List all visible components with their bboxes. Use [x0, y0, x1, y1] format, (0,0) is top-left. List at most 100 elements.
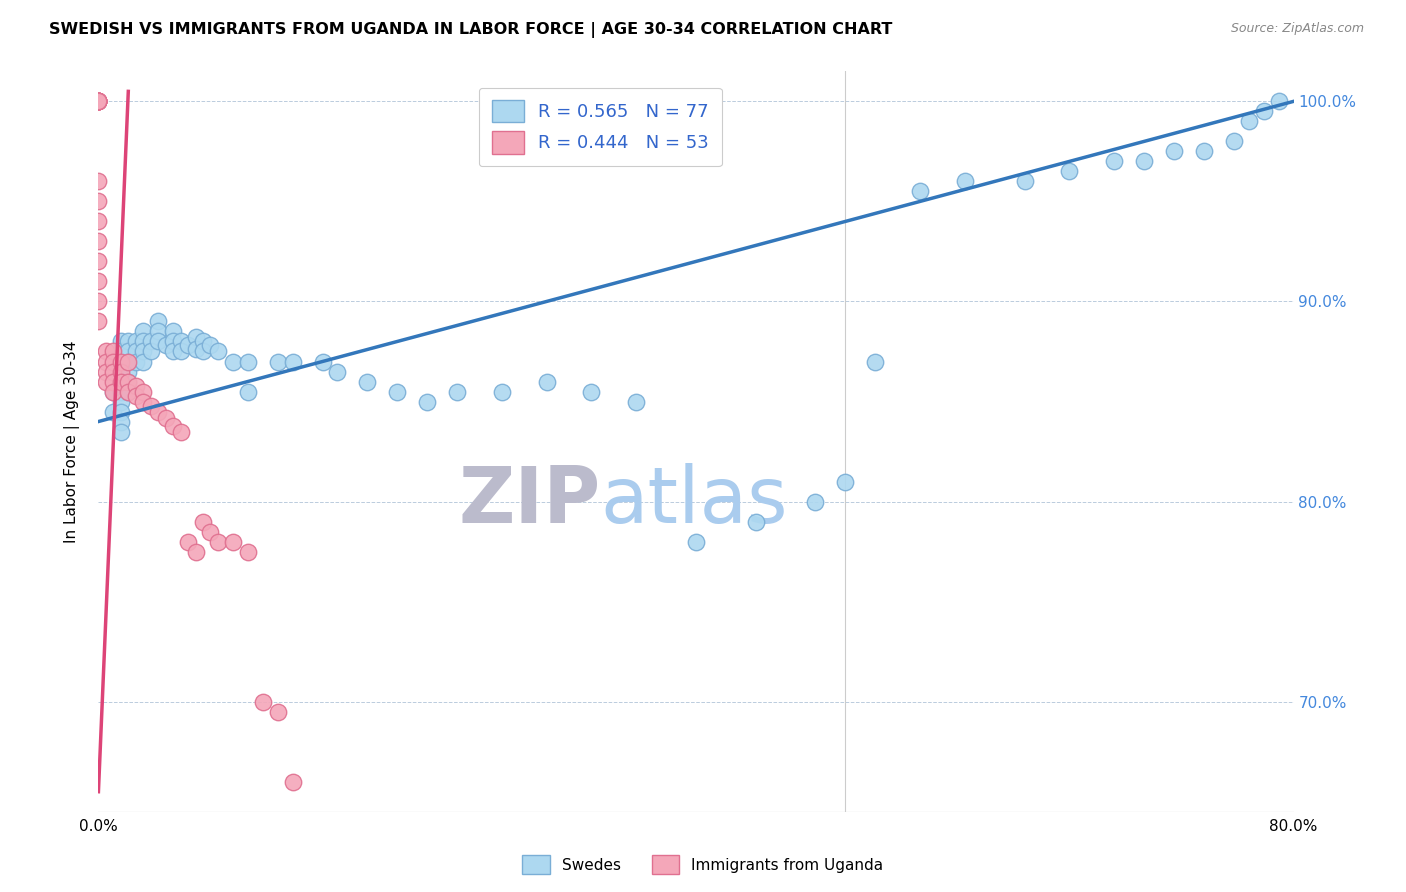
- Point: [110, 375, 132, 389]
- Point: [267, 705, 290, 719]
- Point: [125, 378, 148, 392]
- Point: [117, 334, 139, 349]
- Point: [87, 174, 110, 188]
- Point: [87, 95, 110, 109]
- Point: [1014, 174, 1036, 188]
- Point: [132, 334, 155, 349]
- Point: [200, 524, 222, 539]
- Point: [626, 394, 648, 409]
- Point: [184, 544, 207, 558]
- Point: [94, 375, 117, 389]
- Point: [139, 399, 162, 413]
- Point: [87, 194, 110, 209]
- Point: [184, 343, 207, 357]
- Legend: Swedes, Immigrants from Uganda: Swedes, Immigrants from Uganda: [516, 849, 890, 880]
- Y-axis label: In Labor Force | Age 30-34: In Labor Force | Age 30-34: [63, 340, 80, 543]
- Point: [745, 515, 768, 529]
- Point: [162, 334, 184, 349]
- Point: [1192, 145, 1215, 159]
- Point: [1163, 145, 1185, 159]
- Point: [110, 354, 132, 368]
- Point: [281, 774, 304, 789]
- Point: [117, 384, 139, 399]
- Point: [1237, 114, 1260, 128]
- Point: [148, 314, 170, 328]
- Point: [117, 375, 139, 389]
- Point: [87, 214, 110, 228]
- Point: [87, 95, 110, 109]
- Point: [148, 334, 170, 349]
- Point: [125, 354, 148, 368]
- Point: [148, 404, 170, 418]
- Point: [87, 95, 110, 109]
- Point: [87, 95, 110, 109]
- Point: [169, 344, 191, 359]
- Point: [281, 354, 304, 368]
- Point: [162, 325, 184, 339]
- Point: [139, 344, 162, 359]
- Point: [87, 95, 110, 109]
- Point: [222, 354, 245, 368]
- Point: [162, 418, 184, 433]
- Text: atlas: atlas: [600, 463, 787, 539]
- Point: [1133, 154, 1156, 169]
- Point: [103, 384, 125, 399]
- Point: [326, 364, 349, 378]
- Point: [117, 375, 139, 389]
- Point: [110, 354, 132, 368]
- Point: [87, 314, 110, 328]
- Point: [446, 384, 468, 399]
- Point: [87, 294, 110, 309]
- Point: [110, 394, 132, 409]
- Point: [132, 344, 155, 359]
- Point: [110, 334, 132, 349]
- Point: [953, 174, 976, 188]
- Point: [536, 375, 558, 389]
- Point: [87, 95, 110, 109]
- Point: [834, 475, 856, 489]
- Point: [110, 364, 132, 378]
- Point: [191, 344, 214, 359]
- Point: [685, 534, 707, 549]
- Point: [385, 384, 409, 399]
- Point: [110, 354, 132, 368]
- Text: SWEDISH VS IMMIGRANTS FROM UGANDA IN LABOR FORCE | AGE 30-34 CORRELATION CHART: SWEDISH VS IMMIGRANTS FROM UGANDA IN LAB…: [49, 22, 893, 38]
- Point: [87, 95, 110, 109]
- Point: [191, 515, 214, 529]
- Point: [103, 375, 125, 389]
- Point: [87, 235, 110, 249]
- Point: [236, 354, 259, 368]
- Point: [103, 344, 125, 359]
- Point: [132, 394, 155, 409]
- Point: [169, 334, 191, 349]
- Point: [110, 425, 132, 439]
- Point: [311, 354, 333, 368]
- Point: [162, 344, 184, 359]
- Point: [117, 344, 139, 359]
- Point: [125, 334, 148, 349]
- Point: [117, 354, 139, 368]
- Point: [103, 384, 125, 399]
- Point: [148, 325, 170, 339]
- Point: [103, 404, 125, 418]
- Point: [94, 344, 117, 359]
- Point: [155, 410, 177, 425]
- Point: [110, 404, 132, 418]
- Point: [356, 375, 378, 389]
- Point: [865, 354, 887, 368]
- Point: [110, 384, 132, 399]
- Point: [103, 354, 125, 368]
- Point: [87, 254, 110, 268]
- Point: [267, 354, 290, 368]
- Point: [169, 425, 191, 439]
- Point: [132, 354, 155, 368]
- Point: [804, 494, 827, 508]
- Point: [94, 354, 117, 368]
- Point: [110, 344, 132, 359]
- Point: [110, 375, 132, 389]
- Point: [117, 354, 139, 368]
- Point: [177, 534, 200, 549]
- Point: [1253, 104, 1275, 119]
- Point: [581, 384, 603, 399]
- Point: [103, 364, 125, 378]
